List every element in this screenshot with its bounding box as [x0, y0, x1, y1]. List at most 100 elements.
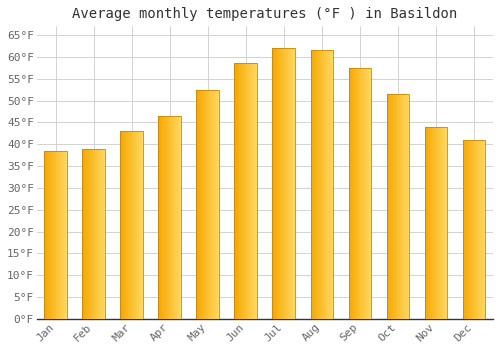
Bar	[82, 148, 105, 319]
Bar	[478, 140, 480, 319]
Bar	[213, 90, 214, 319]
Bar	[443, 127, 444, 319]
Bar	[235, 63, 236, 319]
Bar	[83, 148, 84, 319]
Bar	[198, 90, 200, 319]
Bar	[389, 94, 390, 319]
Bar	[445, 127, 446, 319]
Bar	[130, 131, 131, 319]
Bar	[251, 63, 252, 319]
Bar	[360, 68, 362, 319]
Bar	[174, 116, 175, 319]
Bar	[438, 127, 439, 319]
Bar	[64, 151, 65, 319]
Bar	[319, 50, 320, 319]
Bar	[206, 90, 207, 319]
Bar	[207, 90, 208, 319]
Bar	[352, 68, 353, 319]
Bar	[103, 148, 104, 319]
Bar	[82, 148, 83, 319]
Bar	[348, 68, 372, 319]
Bar	[368, 68, 369, 319]
Bar	[401, 94, 402, 319]
Bar	[325, 50, 326, 319]
Bar	[100, 148, 102, 319]
Bar	[316, 50, 318, 319]
Bar	[176, 116, 178, 319]
Bar	[234, 63, 258, 319]
Bar	[394, 94, 395, 319]
Bar	[44, 151, 45, 319]
Bar	[204, 90, 205, 319]
Bar	[59, 151, 60, 319]
Bar	[141, 131, 142, 319]
Bar	[140, 131, 141, 319]
Bar	[354, 68, 356, 319]
Bar	[424, 127, 448, 319]
Bar	[66, 151, 67, 319]
Bar	[351, 68, 352, 319]
Bar	[331, 50, 332, 319]
Bar	[464, 140, 465, 319]
Bar	[322, 50, 324, 319]
Bar	[131, 131, 132, 319]
Bar	[138, 131, 140, 319]
Bar	[175, 116, 176, 319]
Bar	[87, 148, 88, 319]
Bar	[433, 127, 434, 319]
Bar	[94, 148, 96, 319]
Bar	[400, 94, 401, 319]
Bar	[254, 63, 255, 319]
Bar	[134, 131, 135, 319]
Bar	[468, 140, 469, 319]
Bar	[61, 151, 62, 319]
Bar	[466, 140, 467, 319]
Bar	[49, 151, 50, 319]
Bar	[444, 127, 445, 319]
Bar	[128, 131, 130, 319]
Bar	[324, 50, 325, 319]
Bar	[62, 151, 64, 319]
Bar	[284, 48, 286, 319]
Bar	[360, 68, 361, 319]
Bar	[446, 127, 448, 319]
Bar	[396, 94, 398, 319]
Bar	[353, 68, 354, 319]
Bar	[55, 151, 56, 319]
Bar	[293, 48, 294, 319]
Bar	[242, 63, 243, 319]
Bar	[362, 68, 363, 319]
Bar	[364, 68, 366, 319]
Bar	[290, 48, 291, 319]
Bar	[277, 48, 278, 319]
Bar	[356, 68, 357, 319]
Bar	[329, 50, 330, 319]
Bar	[128, 131, 129, 319]
Bar	[243, 63, 244, 319]
Bar	[272, 48, 295, 319]
Bar	[472, 140, 474, 319]
Bar	[404, 94, 405, 319]
Bar	[162, 116, 163, 319]
Bar	[197, 90, 198, 319]
Bar	[326, 50, 328, 319]
Bar	[86, 148, 87, 319]
Bar	[357, 68, 358, 319]
Bar	[288, 48, 290, 319]
Bar	[196, 90, 197, 319]
Bar	[45, 151, 46, 319]
Bar	[408, 94, 410, 319]
Bar	[99, 148, 100, 319]
Bar	[395, 94, 396, 319]
Bar	[205, 90, 206, 319]
Bar	[442, 127, 443, 319]
Bar	[474, 140, 475, 319]
Bar	[104, 148, 105, 319]
Bar	[432, 127, 433, 319]
Bar	[427, 127, 428, 319]
Bar	[370, 68, 372, 319]
Bar	[159, 116, 160, 319]
Bar	[238, 63, 239, 319]
Bar	[60, 151, 61, 319]
Bar	[142, 131, 143, 319]
